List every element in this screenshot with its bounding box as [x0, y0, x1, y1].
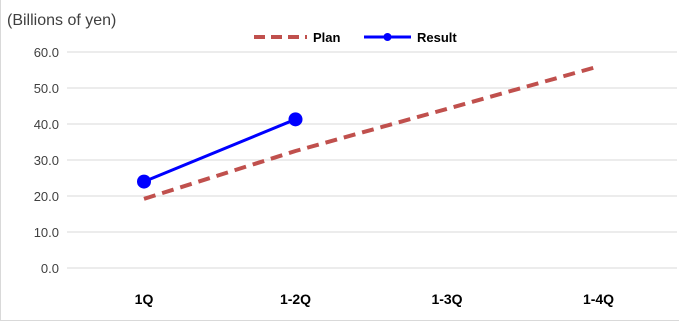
y-tick-label: 40.0: [34, 117, 59, 132]
y-tick-label: 60.0: [34, 45, 59, 60]
legend-marker: [383, 33, 392, 41]
x-axis-ticks: 1Q 1-2Q 1-3Q 1-4Q: [135, 291, 615, 307]
y-tick-label: 30.0: [34, 153, 59, 168]
legend-label: Plan: [313, 30, 341, 45]
y-axis-unit-label: (Billions of yen): [7, 12, 116, 29]
x-tick-label: 1Q: [135, 291, 154, 307]
legend-entry: Plan: [254, 30, 341, 45]
series-line-plan: [143, 64, 600, 201]
series-line-result: [143, 117, 297, 183]
series: [137, 64, 600, 201]
y-tick-label: 10.0: [34, 225, 59, 240]
x-tick-label: 1-4Q: [583, 291, 614, 307]
x-tick-label: 1-3Q: [431, 291, 462, 307]
legend: Plan Result: [254, 30, 457, 45]
y-axis-ticks: 0.0 10.0 20.0 30.0 40.0 50.0 60.0: [34, 45, 59, 276]
data-point: [137, 174, 151, 189]
gridlines: [67, 51, 677, 269]
y-tick-label: 0.0: [41, 261, 59, 276]
y-tick-label: 50.0: [34, 81, 59, 96]
legend-label: Result: [417, 30, 457, 45]
x-tick-label: 1-2Q: [280, 291, 311, 307]
legend-entry: Result: [364, 30, 457, 45]
data-point: [288, 112, 303, 127]
y-tick-label: 20.0: [34, 189, 59, 204]
